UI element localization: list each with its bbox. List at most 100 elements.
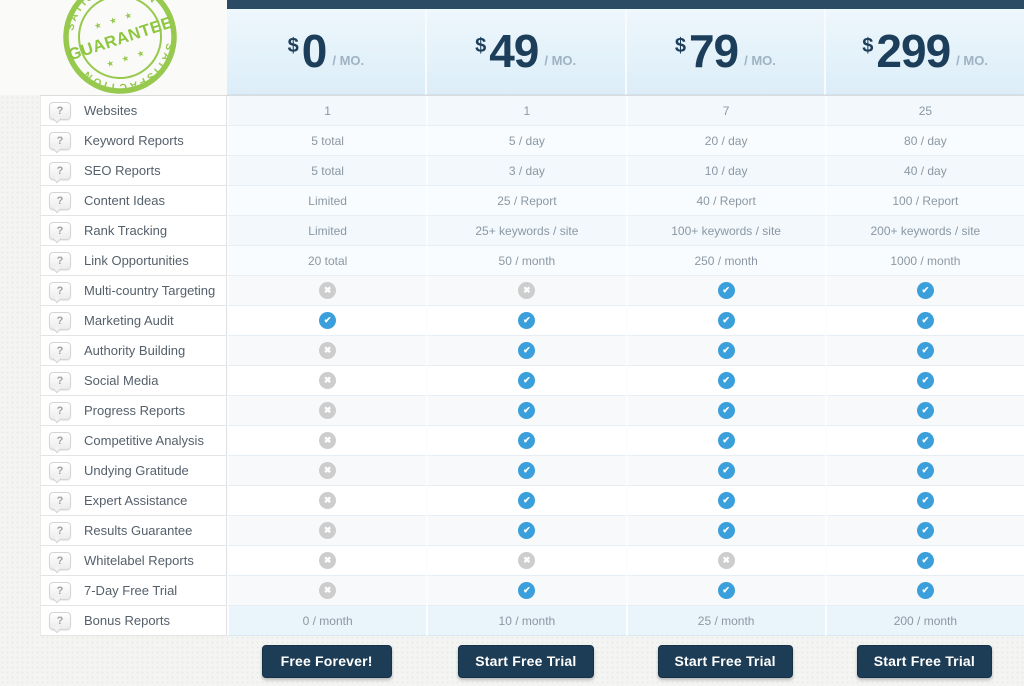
free-forever-button[interactable]: Free Forever! [261, 644, 392, 678]
plan-value-text: 200+ keywords / site [870, 223, 981, 238]
check-icon: ✔ [916, 552, 934, 569]
plan-value-text: 10 / month [498, 613, 556, 628]
price-amount: 49 [489, 24, 539, 77]
plan-value-cell: ✔ [426, 306, 626, 336]
plan-value-cell: 40 / Report [625, 186, 825, 216]
plan-value-text: 20 total [307, 253, 348, 268]
plan-value-text: 40 / day [904, 163, 947, 178]
help-tooltip-icon[interactable]: ? [49, 401, 71, 420]
price-period: / MO. [332, 53, 365, 69]
feature-label: Social Media [84, 373, 159, 388]
plan-value-text: 3 / day [508, 163, 545, 178]
plan-value-cell: 200 / month [824, 606, 1024, 636]
plan-value-cell: ✖ [625, 546, 825, 576]
help-tooltip-icon[interactable]: ? [49, 551, 71, 570]
check-icon: ✔ [518, 402, 536, 419]
table-row: ? Competitive Analysis ✖ ✔ ✔ ✔ [40, 426, 1024, 456]
check-icon: ✔ [916, 582, 934, 599]
plan-value-text: 1 [523, 103, 531, 118]
check-icon: ✔ [319, 312, 337, 329]
help-tooltip-icon[interactable]: ? [49, 221, 71, 240]
cross-icon: ✖ [319, 402, 337, 419]
plan-header-strip: $ 0 / MO. $ 49 / MO. $ 79 / MO. $ 299 / … [227, 0, 1024, 95]
table-row: ? Social Media ✖ ✔ ✔ ✔ [40, 366, 1024, 396]
start-free-trial-button[interactable]: Start Free Trial [458, 644, 594, 678]
check-icon: ✔ [916, 312, 934, 329]
plan-value-cell: ✔ [824, 546, 1024, 576]
table-row: ? Expert Assistance ✖ ✔ ✔ ✔ [40, 486, 1024, 516]
cross-icon: ✖ [717, 552, 735, 569]
table-row: ? Whitelabel Reports ✖ ✖ ✖ ✔ [40, 546, 1024, 576]
plan-value-cell: ✖ [227, 576, 427, 606]
help-tooltip-icon[interactable]: ? [49, 371, 71, 390]
help-tooltip-icon[interactable]: ? [49, 491, 71, 510]
help-tooltip-icon[interactable]: ? [49, 521, 71, 540]
feature-label: Progress Reports [84, 403, 186, 418]
plan-value-cell: ✔ [625, 486, 825, 516]
help-tooltip-icon[interactable]: ? [49, 131, 71, 150]
plan-value-cell: ✔ [426, 486, 626, 516]
plan-value-cell: ✔ [426, 576, 626, 606]
plan-value-text: 50 / month [498, 253, 556, 268]
plan-value-cell: ✔ [625, 426, 825, 456]
plan-value-text: 5 / day [508, 133, 545, 148]
plan-value-cell: ✔ [824, 336, 1024, 366]
plan-value-cell: 0 / month [227, 606, 427, 636]
feature-cell: ? Competitive Analysis [40, 426, 227, 456]
feature-cell: ? SEO Reports [40, 156, 227, 186]
plan-value-text: 100 / Report [892, 193, 959, 208]
plan-value-cell: 3 / day [426, 156, 626, 186]
plan-value-cell: ✖ [227, 516, 427, 546]
feature-cell: ? Whitelabel Reports [40, 546, 227, 576]
top-navy-bar [227, 0, 1024, 9]
help-tooltip-icon[interactable]: ? [49, 101, 71, 120]
plan-price: $ 0 / MO. [288, 24, 365, 77]
price-amount: 0 [301, 24, 328, 77]
plan-value-text: 10 / day [704, 163, 748, 178]
plan-value-text: 25 / Report [497, 193, 557, 208]
check-icon: ✔ [717, 462, 735, 479]
check-icon: ✔ [717, 372, 735, 389]
corner-panel [0, 0, 227, 95]
plan-value-text: 0 / month [302, 613, 353, 628]
plan-header: $ 79 / MO. [624, 9, 825, 95]
plan-value-cell: 100 / Report [824, 186, 1024, 216]
help-tooltip-icon[interactable]: ? [49, 161, 71, 180]
help-tooltip-icon[interactable]: ? [49, 191, 71, 210]
table-row: ? Content Ideas Limited 25 / Report 40 / R… [40, 186, 1024, 216]
plan-value-cell: 10 / day [625, 156, 825, 186]
feature-label: Link Opportunities [84, 253, 189, 268]
feature-cell: ? Social Media [40, 366, 227, 396]
plan-value-cell: 1 [426, 96, 626, 126]
feature-cell: ? Rank Tracking [40, 216, 227, 246]
cta-cell: Start Free Trial [626, 636, 825, 686]
check-icon: ✔ [717, 312, 735, 329]
feature-cell: ? Expert Assistance [40, 486, 227, 516]
plan-value-cell: 25+ keywords / site [426, 216, 626, 246]
start-free-trial-button[interactable]: Start Free Trial [657, 644, 793, 678]
plan-value-cell: 25 / month [625, 606, 825, 636]
plan-value-cell: 100+ keywords / site [625, 216, 825, 246]
help-tooltip-icon[interactable]: ? [49, 611, 71, 630]
help-tooltip-icon[interactable]: ? [49, 461, 71, 480]
feature-label: SEO Reports [84, 163, 161, 178]
check-icon: ✔ [518, 492, 536, 509]
plan-value-cell: 10 / month [426, 606, 626, 636]
start-free-trial-button[interactable]: Start Free Trial [856, 644, 992, 678]
check-icon: ✔ [518, 432, 536, 449]
plan-value-cell: 1 [227, 96, 427, 126]
cta-strip: Free Forever! Start Free Trial Start Fre… [227, 636, 1024, 686]
plan-value-text: 20 / day [704, 133, 748, 148]
help-tooltip-icon[interactable]: ? [49, 581, 71, 600]
plan-price: $ 79 / MO. [675, 28, 776, 74]
feature-label: Websites [84, 103, 138, 118]
plan-price: $ 49 / MO. [475, 24, 576, 77]
help-tooltip-icon[interactable]: ? [49, 311, 71, 330]
cross-icon: ✖ [319, 552, 337, 569]
help-tooltip-icon[interactable]: ? [49, 251, 71, 270]
help-tooltip-icon[interactable]: ? [49, 431, 71, 450]
plan-value-cell: ✔ [625, 396, 825, 426]
help-tooltip-icon[interactable]: ? [49, 341, 71, 360]
help-tooltip-icon[interactable]: ? [49, 281, 71, 300]
cross-icon: ✖ [319, 372, 337, 389]
